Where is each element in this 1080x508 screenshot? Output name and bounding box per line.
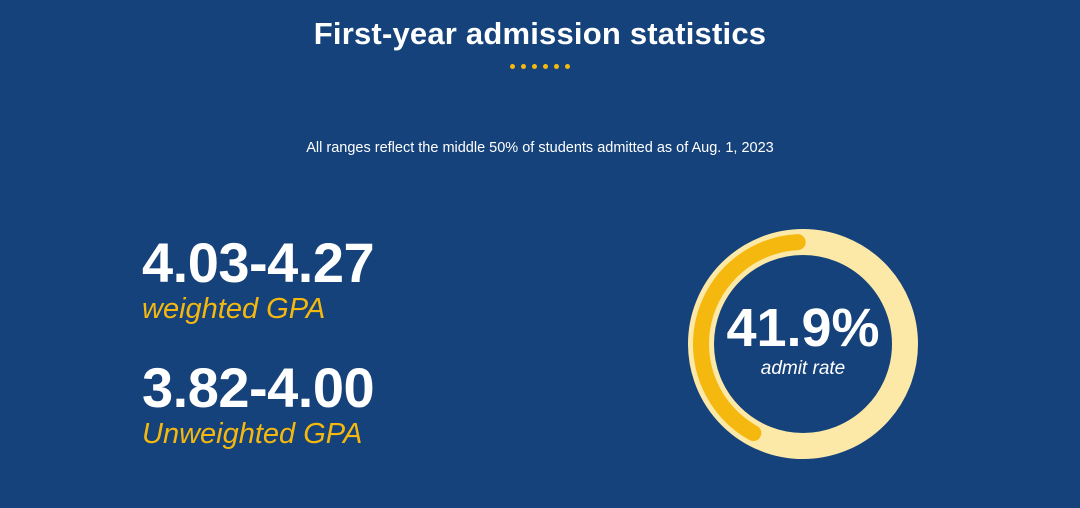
page-title: First-year admission statistics: [313, 16, 767, 51]
weighted-gpa-value: 4.03-4.27: [142, 231, 375, 294]
divider-dot: [532, 64, 537, 69]
unweighted-gpa-stat: 3.82-4.00 Unweighted GPA: [142, 356, 375, 451]
divider-dot: [521, 64, 526, 69]
admit-rate-value: 41.9%: [726, 298, 880, 358]
admit-rate-label: admit rate: [760, 358, 846, 379]
divider-dot: [543, 64, 548, 69]
divider-dot: [565, 64, 570, 69]
divider-dot: [554, 64, 559, 69]
unweighted-gpa-value: 3.82-4.00: [142, 356, 375, 419]
divider-dot: [510, 64, 515, 69]
stats-subtitle: All ranges reflect the middle 50% of stu…: [306, 140, 774, 156]
donut-progress-arc: [693, 234, 806, 442]
title-dots-divider: [0, 64, 1080, 69]
admit-rate-readout: 41.9% admit rate: [686, 227, 920, 461]
admit-rate-donut: [688, 229, 918, 459]
weighted-gpa-label: weighted GPA: [142, 293, 326, 325]
unweighted-gpa-label: Unweighted GPA: [142, 418, 363, 450]
weighted-gpa-stat: 4.03-4.27 weighted GPA: [142, 231, 375, 326]
